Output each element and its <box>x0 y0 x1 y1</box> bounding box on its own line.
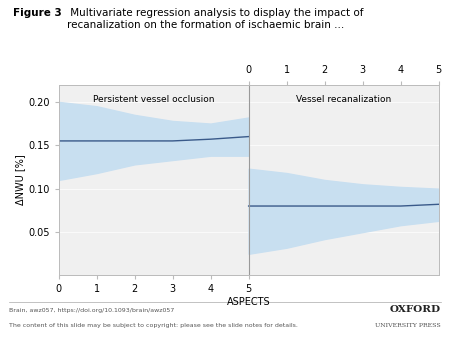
Text: UNIVERSITY PRESS: UNIVERSITY PRESS <box>375 323 441 328</box>
Text: Figure 3: Figure 3 <box>14 8 62 18</box>
Y-axis label: ΔNWU [%]: ΔNWU [%] <box>15 154 25 206</box>
Text: Brain, awz057, https://doi.org/10.1093/brain/awz057: Brain, awz057, https://doi.org/10.1093/b… <box>9 308 174 313</box>
Text: Persistent vessel occlusion: Persistent vessel occlusion <box>93 95 214 104</box>
X-axis label: ASPECTS: ASPECTS <box>227 297 270 307</box>
Text: OXFORD: OXFORD <box>390 305 441 314</box>
Text: Multivariate regression analysis to display the impact of
recanalization on the : Multivariate regression analysis to disp… <box>68 8 364 30</box>
Text: Vessel recanalization: Vessel recanalization <box>296 95 392 104</box>
Text: The content of this slide may be subject to copyright: please see the slide note: The content of this slide may be subject… <box>9 323 298 328</box>
